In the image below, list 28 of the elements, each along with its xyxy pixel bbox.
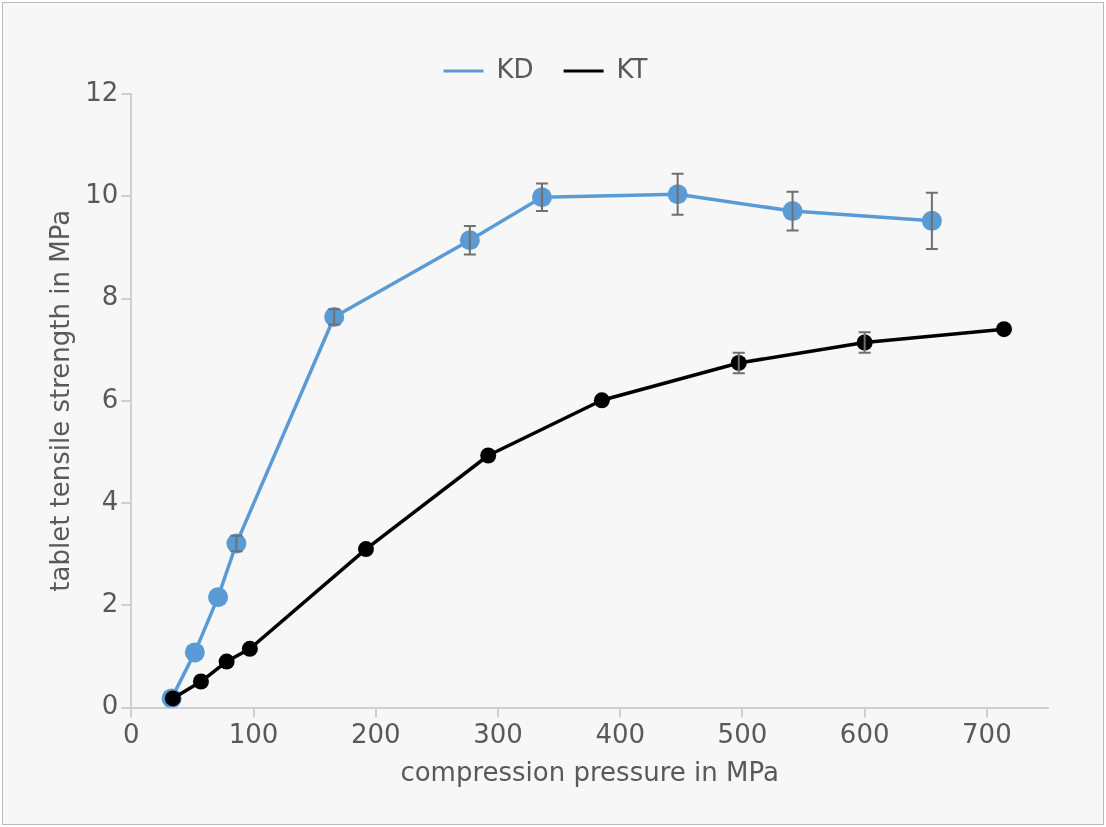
- y-tick-label: 4: [101, 485, 119, 516]
- point: [208, 587, 229, 608]
- point: [480, 447, 497, 464]
- point: [184, 642, 205, 663]
- y-axis-title: tablet tensile strength in MPa: [45, 209, 76, 592]
- legend-label: KT: [616, 53, 648, 84]
- x-tick-label: 300: [473, 718, 523, 749]
- point: [593, 392, 610, 409]
- y-tick-label: 10: [85, 179, 119, 210]
- x-tick-label: 500: [717, 718, 768, 749]
- x-tick-label: 400: [595, 718, 646, 749]
- point: [218, 653, 235, 670]
- x-axis-title: compression pressure in MPa: [400, 757, 779, 788]
- x-tick-label: 700: [962, 718, 1012, 749]
- x-tick-label: 600: [839, 718, 890, 749]
- point: [241, 640, 258, 657]
- x-tick-label: 100: [228, 718, 279, 749]
- x-tick-label: 0: [123, 718, 140, 749]
- y-tick-label: 8: [101, 281, 119, 312]
- point: [996, 321, 1012, 338]
- x-tick-label: 200: [350, 718, 401, 749]
- y-tick-label: 2: [101, 588, 119, 619]
- point: [192, 673, 209, 690]
- legend-label: KD: [496, 53, 534, 84]
- point: [357, 541, 374, 558]
- y-tick-label: 6: [101, 383, 119, 414]
- y-tick-label: 0: [101, 690, 119, 721]
- y-tick-label: 12: [85, 76, 119, 107]
